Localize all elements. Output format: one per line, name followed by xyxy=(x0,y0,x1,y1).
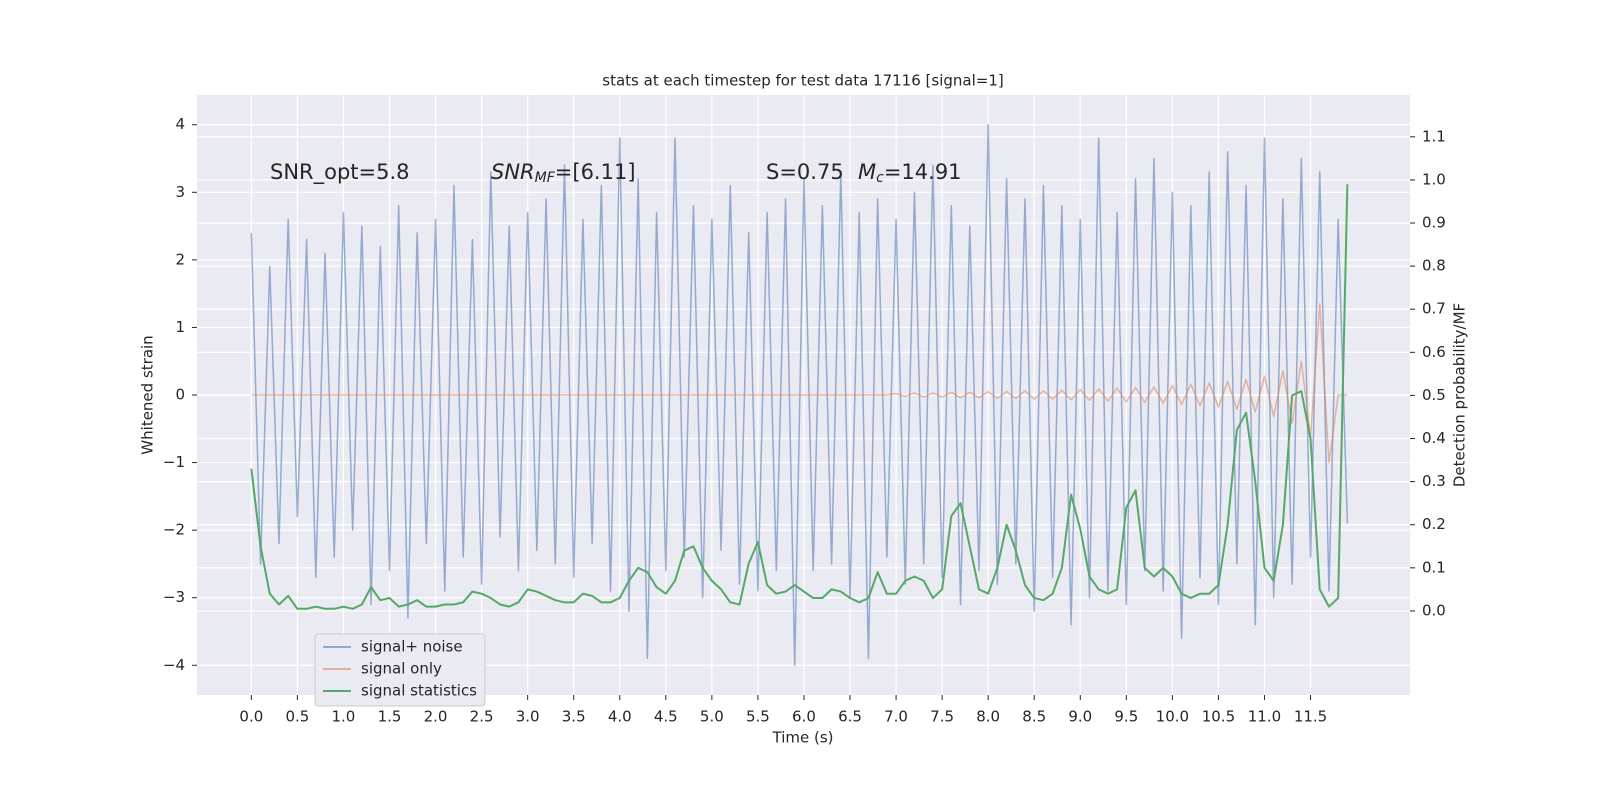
x-tick-label: 0.5 xyxy=(285,708,309,726)
y-tick-label: 4 xyxy=(175,115,185,133)
y2-tick-label: 0.1 xyxy=(1422,558,1446,576)
y2-axis-label: Detection probability/MF xyxy=(1451,303,1469,487)
legend-label: signal statistics xyxy=(361,682,477,700)
y2-tick-label: 1.0 xyxy=(1422,170,1446,188)
x-tick-label: 3.5 xyxy=(562,708,586,726)
y2-tick-label: 1.1 xyxy=(1422,127,1446,145)
x-tick-label: 2.0 xyxy=(424,708,448,726)
y-tick-label: 1 xyxy=(175,318,185,336)
chart-title: stats at each timestep for test data 171… xyxy=(602,72,1003,90)
x-tick-label: 9.5 xyxy=(1114,708,1138,726)
y2-tick-label: 0.2 xyxy=(1422,515,1446,533)
y-tick-label: 2 xyxy=(175,250,185,268)
x-tick-label: 7.0 xyxy=(884,708,908,726)
x-tick-label: 11.5 xyxy=(1294,708,1327,726)
y2-tick-label: 0.7 xyxy=(1422,300,1446,318)
x-tick-label: 8.5 xyxy=(1022,708,1046,726)
y2-tick-label: 0.5 xyxy=(1422,386,1446,404)
y2-tick-label: 0.8 xyxy=(1422,257,1446,275)
legend-label: signal only xyxy=(361,660,442,678)
annotation: Mc=14.91 xyxy=(858,160,962,186)
x-tick-label: 4.5 xyxy=(654,708,678,726)
y-tick-label: 3 xyxy=(175,183,185,201)
x-tick-label: 9.0 xyxy=(1068,708,1092,726)
series-line xyxy=(251,303,1348,464)
series-line xyxy=(250,123,1349,667)
annotation: SNR_opt=5.8 xyxy=(270,160,410,185)
series-line xyxy=(250,184,1349,610)
y-tick-label: 0 xyxy=(175,386,185,404)
x-tick-label: 5.0 xyxy=(700,708,724,726)
x-tick-label: 1.5 xyxy=(378,708,402,726)
x-tick-label: 1.0 xyxy=(332,708,356,726)
y-axis-label: Whitened strain xyxy=(139,335,157,454)
x-axis-label: Time (s) xyxy=(772,729,834,747)
x-tick-label: 3.0 xyxy=(516,708,540,726)
x-tick-label: 10.5 xyxy=(1202,708,1235,726)
x-tick-label: 6.0 xyxy=(792,708,816,726)
y-tick-label: −3 xyxy=(163,588,185,606)
y2-tick-label: 0.6 xyxy=(1422,343,1446,361)
legend-label: signal+ noise xyxy=(361,638,463,656)
y2-tick-label: 0.9 xyxy=(1422,214,1446,232)
y-tick-label: −1 xyxy=(163,453,185,471)
y-tick-label: −4 xyxy=(163,656,185,674)
annotation: S=0.75 xyxy=(766,160,844,184)
x-tick-label: 7.5 xyxy=(930,708,954,726)
annotation: SNRMF=[6.11] xyxy=(491,160,636,186)
y2-tick-label: 0.4 xyxy=(1422,429,1446,447)
x-tick-label: 2.5 xyxy=(470,708,494,726)
x-tick-label: 5.5 xyxy=(746,708,770,726)
x-tick-label: 11.0 xyxy=(1248,708,1281,726)
y2-tick-label: 0.3 xyxy=(1422,472,1446,490)
x-tick-label: 6.5 xyxy=(838,708,862,726)
legend-box xyxy=(314,633,486,707)
x-tick-label: 10.0 xyxy=(1156,708,1189,726)
x-tick-label: 8.0 xyxy=(976,708,1000,726)
y-tick-label: −2 xyxy=(163,521,185,539)
y2-tick-label: 0.0 xyxy=(1422,601,1446,619)
x-tick-label: 0.0 xyxy=(239,708,263,726)
x-tick-label: 4.0 xyxy=(608,708,632,726)
